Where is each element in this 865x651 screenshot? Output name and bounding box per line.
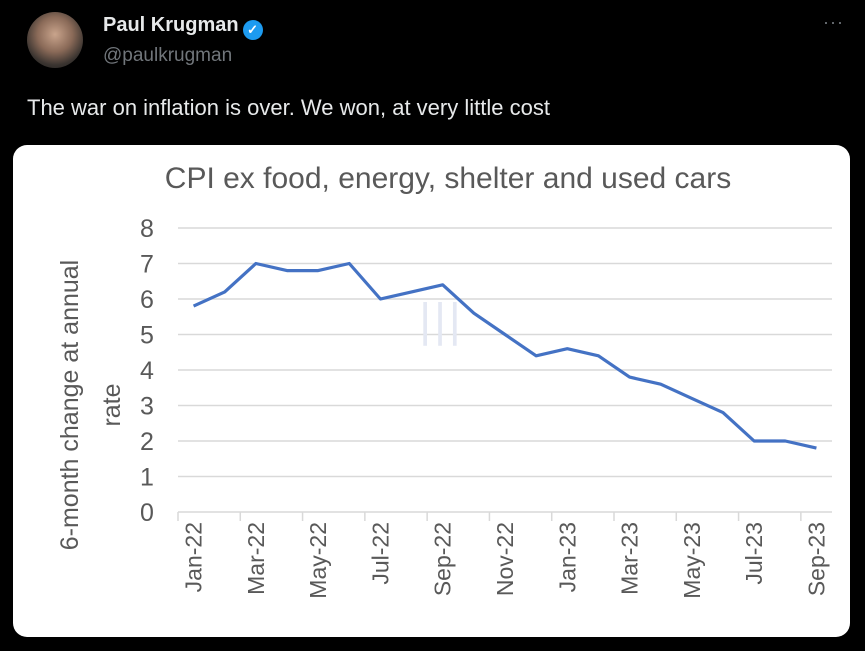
y-axis-label: 6-month change at annual	[56, 260, 84, 551]
more-options-icon[interactable]: ···	[823, 12, 844, 32]
x-tick-label: Sep-22	[430, 522, 456, 596]
y-tick-label: 6	[140, 286, 154, 314]
y-tick-label: 0	[140, 499, 154, 527]
x-tick-label: Mar-22	[243, 522, 269, 595]
y-tick-label: 3	[140, 393, 154, 421]
x-tick-label: Jan-23	[554, 522, 580, 592]
tweet-text: The war on inflation is over. We won, at…	[27, 95, 550, 120]
y-tick-label: 4	[140, 357, 154, 385]
x-tick-label: May-22	[305, 522, 331, 599]
author-name[interactable]: Paul Krugman ✓	[103, 14, 263, 40]
y-tick-label: 8	[140, 215, 154, 243]
y-tick-label: 2	[140, 428, 154, 456]
avatar[interactable]	[27, 12, 83, 68]
y-tick-label: 5	[140, 322, 154, 350]
x-tick-label: Jul-22	[367, 522, 393, 585]
x-tick-label: Nov-22	[492, 522, 518, 596]
x-tick-label: Jul-23	[741, 522, 767, 585]
chart-image[interactable]	[13, 145, 850, 637]
y-tick-label: 7	[140, 251, 154, 279]
author-handle[interactable]: @paulkrugman	[103, 45, 233, 66]
x-tick-label: Jan-22	[181, 522, 207, 592]
y-axis-label: rate	[98, 383, 126, 426]
series-line	[192, 261, 817, 450]
verified-badge-icon: ✓	[242, 20, 263, 40]
y-tick-label: 1	[140, 464, 154, 492]
x-tick-label: May-23	[679, 522, 705, 599]
x-tick-label: Sep-23	[803, 522, 829, 596]
chart-title: CPI ex food, energy, shelter and used ca…	[165, 162, 731, 195]
x-tick-label: Mar-23	[617, 522, 643, 595]
watermark-logo: |||	[418, 295, 462, 346]
